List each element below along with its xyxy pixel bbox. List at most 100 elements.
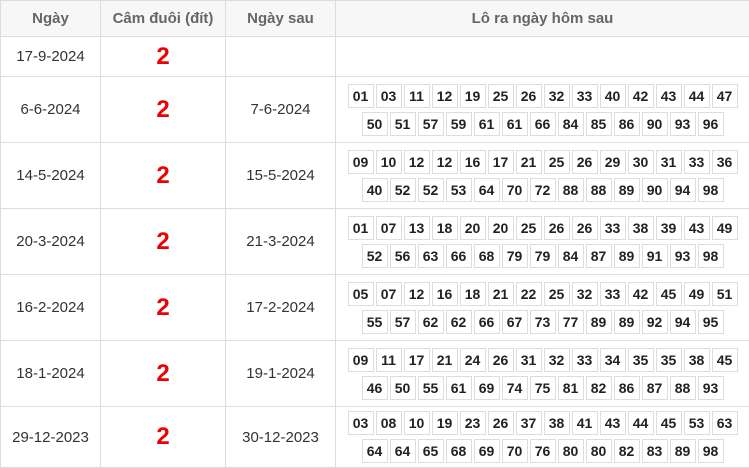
header-cell: Câm đuôi (đít) xyxy=(101,1,226,37)
number-box: 44 xyxy=(628,411,654,435)
header-cell: Ngày xyxy=(1,1,101,37)
number-box: 21 xyxy=(516,150,542,174)
number-box: 96 xyxy=(698,112,724,136)
number-box: 01 xyxy=(348,84,374,108)
number-box: 81 xyxy=(558,376,584,400)
number-box: 18 xyxy=(460,282,486,306)
number-box: 62 xyxy=(446,310,472,334)
number-box: 55 xyxy=(418,376,444,400)
number-box: 26 xyxy=(516,84,542,108)
number-box: 66 xyxy=(530,112,556,136)
number-box: 87 xyxy=(586,244,612,268)
number-box: 82 xyxy=(614,439,640,463)
number-box: 69 xyxy=(474,376,500,400)
tail-cell: 2 xyxy=(101,77,226,143)
number-box: 65 xyxy=(418,439,444,463)
number-box: 46 xyxy=(362,376,388,400)
number-box: 32 xyxy=(544,84,570,108)
number-box: 33 xyxy=(572,348,598,372)
tail-cell: 2 xyxy=(101,37,226,77)
number-box: 70 xyxy=(502,439,528,463)
number-box: 40 xyxy=(362,178,388,202)
number-box: 25 xyxy=(544,282,570,306)
number-box: 57 xyxy=(418,112,444,136)
number-box: 49 xyxy=(684,282,710,306)
number-box: 16 xyxy=(460,150,486,174)
number-box: 53 xyxy=(684,411,710,435)
number-box: 49 xyxy=(712,216,738,240)
number-box: 25 xyxy=(488,84,514,108)
number-box: 20 xyxy=(488,216,514,240)
number-box: 12 xyxy=(432,84,458,108)
number-box: 90 xyxy=(642,178,668,202)
number-box: 86 xyxy=(614,376,640,400)
number-box: 25 xyxy=(516,216,542,240)
number-box: 64 xyxy=(362,439,388,463)
number-box: 34 xyxy=(600,348,626,372)
numbers-cell xyxy=(336,37,749,77)
number-box: 36 xyxy=(712,150,738,174)
number-box: 33 xyxy=(600,216,626,240)
number-box: 09 xyxy=(348,348,374,372)
number-box: 12 xyxy=(432,150,458,174)
number-box: 87 xyxy=(642,376,668,400)
number-box: 05 xyxy=(348,282,374,306)
header-cell: Ngày sau xyxy=(226,1,336,37)
number-box: 66 xyxy=(446,244,472,268)
number-box: 38 xyxy=(628,216,654,240)
number-box: 94 xyxy=(670,310,696,334)
number-box: 95 xyxy=(698,310,724,334)
number-box: 08 xyxy=(376,411,402,435)
number-box: 29 xyxy=(600,150,626,174)
number-box: 42 xyxy=(628,84,654,108)
number-box: 61 xyxy=(474,112,500,136)
number-box: 45 xyxy=(656,411,682,435)
number-box: 17 xyxy=(404,348,430,372)
number-box: 33 xyxy=(600,282,626,306)
number-box: 45 xyxy=(656,282,682,306)
number-box: 22 xyxy=(516,282,542,306)
number-box: 98 xyxy=(698,178,724,202)
tail-cell: 2 xyxy=(101,407,226,468)
number-box: 80 xyxy=(558,439,584,463)
number-box: 21 xyxy=(488,282,514,306)
number-box: 77 xyxy=(558,310,584,334)
number-box: 25 xyxy=(544,150,570,174)
number-box: 11 xyxy=(376,348,402,372)
number-box: 59 xyxy=(446,112,472,136)
number-box: 52 xyxy=(390,178,416,202)
number-box: 31 xyxy=(516,348,542,372)
number-box: 93 xyxy=(698,376,724,400)
number-box: 93 xyxy=(670,244,696,268)
number-box: 89 xyxy=(586,310,612,334)
number-box: 24 xyxy=(460,348,486,372)
number-box: 68 xyxy=(446,439,472,463)
number-box: 26 xyxy=(572,216,598,240)
number-box: 10 xyxy=(376,150,402,174)
next-date-cell: 21-3-2024 xyxy=(226,209,336,275)
number-box: 37 xyxy=(516,411,542,435)
number-box: 84 xyxy=(558,244,584,268)
number-box: 79 xyxy=(530,244,556,268)
number-box: 10 xyxy=(404,411,430,435)
number-box: 74 xyxy=(502,376,528,400)
date-cell: 29-12-2023 xyxy=(1,407,101,468)
number-box: 79 xyxy=(502,244,528,268)
number-box: 26 xyxy=(488,348,514,372)
number-box: 67 xyxy=(502,310,528,334)
next-date-cell: 19-1-2024 xyxy=(226,341,336,407)
next-date-cell: 17-2-2024 xyxy=(226,275,336,341)
header-row: Ngày Câm đuôi (đít) Ngày sau Lô ra ngày … xyxy=(1,1,749,37)
number-box: 51 xyxy=(390,112,416,136)
